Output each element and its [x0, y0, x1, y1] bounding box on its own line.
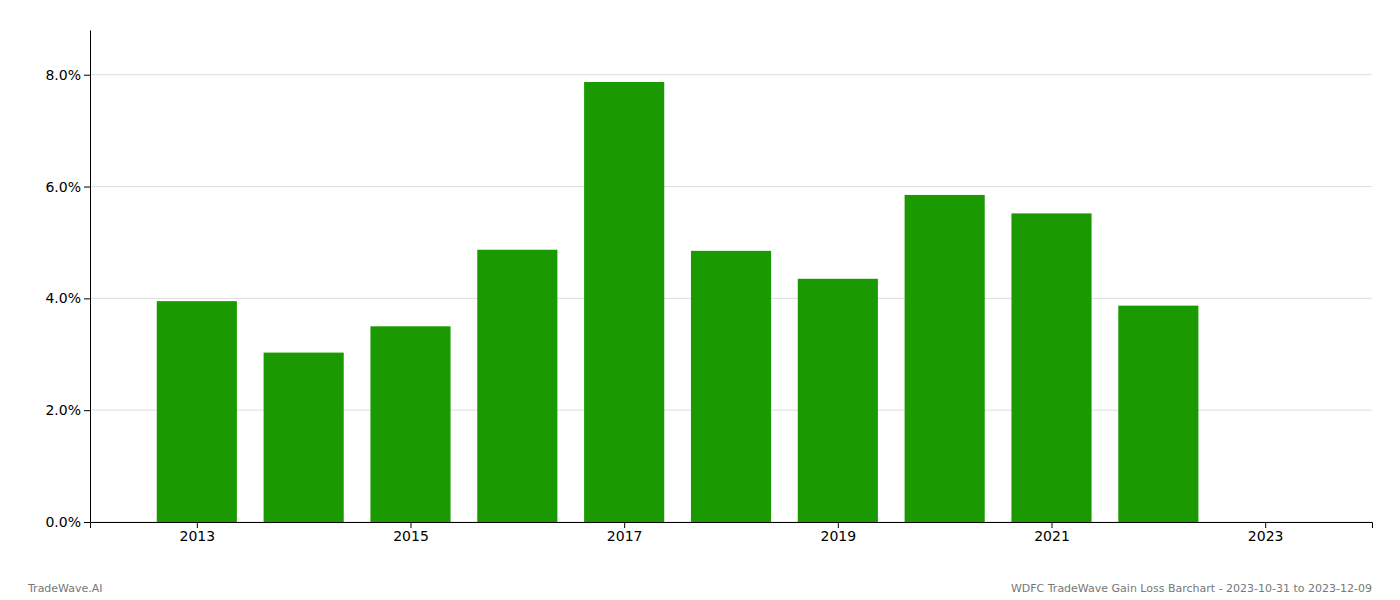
footer-note: TradeWave.AI — [27, 582, 103, 595]
bar — [264, 353, 344, 522]
bar — [584, 82, 664, 522]
x-tick: 2017 — [607, 522, 643, 544]
tick-label: 2013 — [180, 528, 216, 544]
y-tick: 6.0% — [45, 179, 90, 195]
tick-mark — [84, 522, 90, 523]
bar — [477, 250, 557, 522]
bar — [157, 301, 237, 522]
grid-line — [90, 74, 1372, 75]
tick-label: 2023 — [1248, 528, 1284, 544]
bar — [798, 279, 878, 522]
x-axis: 2013 2015 2017 2019 2021 2023 — [91, 522, 1373, 544]
y-tick: 2.0% — [45, 402, 90, 418]
tick-label: 6.0% — [45, 179, 81, 195]
tick-mark — [84, 298, 90, 299]
bar — [1118, 306, 1198, 522]
bars — [157, 82, 1199, 522]
chart: 2013 2015 2017 2019 2021 2023 0.0% 2.0% 4.0% 6.0%… — [0, 0, 1400, 600]
bar — [691, 251, 771, 522]
x-tick: 2023 — [1248, 522, 1284, 544]
axis-line — [90, 31, 91, 523]
x-tick: 2015 — [393, 522, 429, 544]
tick-label: 2019 — [821, 528, 857, 544]
grid-line — [90, 186, 1372, 187]
bar — [370, 326, 450, 522]
y-axis: 0.0% 2.0% 4.0% 6.0% 8.0% — [45, 31, 90, 530]
x-tick: 2021 — [1034, 522, 1070, 544]
grid — [90, 75, 1372, 522]
plot-area: 2013 2015 2017 2019 2021 2023 0.0% 2.0% 4.0% 6.0%… — [45, 31, 1372, 544]
footer-note: WDFC TradeWave Gain Loss Barchart - 2023… — [1011, 582, 1372, 595]
tick-label: 2021 — [1034, 528, 1070, 544]
tick-label: 4.0% — [45, 290, 81, 306]
bar — [905, 195, 985, 522]
tick-label: 2.0% — [45, 402, 81, 418]
tick-mark — [84, 187, 90, 188]
axis-line — [91, 523, 1373, 529]
x-tick: 2019 — [821, 522, 857, 544]
tick-label: 0.0% — [45, 514, 81, 530]
bar — [1011, 213, 1091, 522]
tick-mark — [84, 410, 90, 411]
x-tick: 2013 — [180, 522, 216, 544]
tick-label: 8.0% — [45, 67, 81, 83]
tick-label: 2017 — [607, 528, 643, 544]
y-tick: 0.0% — [45, 514, 90, 530]
y-tick: 4.0% — [45, 290, 90, 306]
y-tick: 8.0% — [45, 67, 90, 83]
tick-label: 2015 — [393, 528, 429, 544]
tick-mark — [84, 75, 90, 76]
